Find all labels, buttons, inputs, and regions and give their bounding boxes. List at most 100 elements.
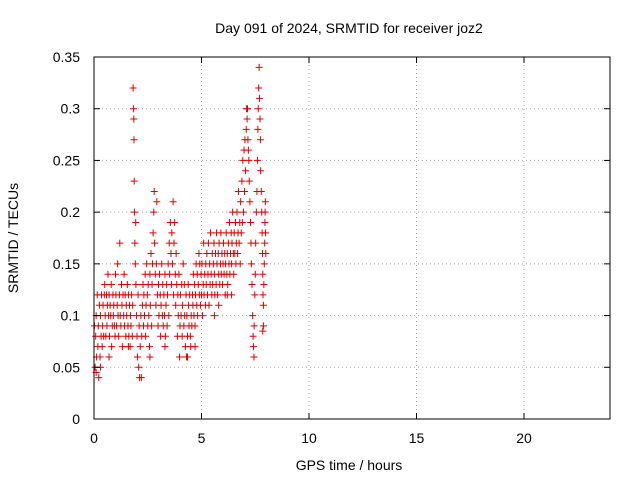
data-point	[251, 291, 259, 299]
data-point	[207, 229, 215, 237]
data-point	[199, 312, 207, 320]
data-point	[145, 312, 153, 320]
tick-marks	[93, 56, 610, 420]
data-point	[148, 322, 156, 330]
data-point	[245, 156, 253, 164]
data-points	[90, 63, 270, 382]
data-point	[238, 177, 246, 185]
chart-title: Day 091 of 2024, SRMTID for receiver joz…	[215, 20, 483, 36]
data-point	[234, 250, 242, 258]
data-point	[210, 312, 218, 320]
data-point	[242, 167, 250, 175]
x-tick-label: 10	[301, 430, 317, 446]
data-point	[150, 187, 158, 195]
data-point	[148, 281, 156, 289]
data-point	[98, 343, 106, 351]
data-point	[143, 291, 151, 299]
data-point	[165, 312, 173, 320]
y-tick-label: 0.35	[53, 49, 80, 65]
data-point	[168, 260, 176, 268]
y-tick-label: 0.2	[61, 204, 81, 220]
data-point	[114, 260, 122, 268]
data-point	[250, 322, 258, 330]
data-point	[172, 301, 180, 309]
data-point	[228, 291, 236, 299]
data-point	[253, 156, 261, 164]
data-point	[133, 353, 141, 361]
data-point	[252, 239, 260, 247]
data-point	[184, 281, 192, 289]
data-point	[195, 250, 203, 258]
data-point	[230, 270, 238, 278]
plot-frame	[93, 56, 611, 420]
data-point	[259, 291, 267, 299]
data-point	[259, 270, 267, 278]
data-point	[161, 332, 169, 340]
data-point	[234, 187, 242, 195]
grid-lines	[94, 57, 610, 419]
data-point	[244, 105, 252, 113]
data-point	[105, 353, 113, 361]
data-point	[225, 218, 233, 226]
data-point	[108, 343, 116, 351]
data-point	[158, 260, 166, 268]
data-point	[130, 208, 138, 216]
data-point	[259, 327, 267, 335]
axes	[93, 56, 611, 420]
data-point	[191, 343, 199, 351]
y-tick-label: 0.05	[53, 359, 80, 375]
data-point	[118, 343, 126, 351]
data-point	[214, 291, 222, 299]
data-point	[164, 291, 172, 299]
data-point	[171, 218, 179, 226]
x-tick-label: 5	[198, 430, 206, 446]
data-point	[130, 115, 138, 123]
data-point	[247, 260, 255, 268]
data-point	[104, 270, 112, 278]
data-point	[260, 260, 268, 268]
data-point	[170, 239, 178, 247]
data-point	[250, 343, 258, 351]
data-point	[259, 322, 267, 330]
data-point	[162, 301, 170, 309]
x-tick-label: 20	[516, 430, 532, 446]
data-point	[123, 281, 131, 289]
data-point	[249, 332, 257, 340]
data-point	[244, 136, 252, 144]
data-point	[233, 208, 241, 216]
data-point	[147, 250, 155, 258]
data-point	[191, 322, 199, 330]
data-point	[172, 250, 180, 258]
data-point	[242, 125, 250, 133]
data-point	[149, 229, 157, 237]
data-point	[169, 198, 177, 206]
data-point	[127, 322, 135, 330]
data-point	[260, 281, 268, 289]
data-point	[146, 353, 154, 361]
y-tick-label: 0	[72, 411, 80, 427]
data-point	[131, 239, 139, 247]
data-point	[237, 198, 245, 206]
data-point	[107, 281, 115, 289]
x-tick-label: 0	[90, 430, 98, 446]
y-tick-label: 0.3	[61, 101, 81, 117]
data-point	[153, 198, 161, 206]
data-point	[95, 374, 103, 382]
data-point	[239, 156, 247, 164]
y-tick-label: 0.25	[53, 152, 80, 168]
data-point	[255, 63, 263, 71]
x-tick-label: 15	[409, 430, 425, 446]
data-point	[256, 94, 264, 102]
data-point	[132, 218, 140, 226]
data-point	[261, 198, 269, 206]
data-point	[130, 177, 138, 185]
data-point	[257, 167, 265, 175]
data-point	[257, 187, 265, 195]
data-point	[255, 84, 263, 92]
data-point	[262, 250, 270, 258]
data-point	[135, 363, 143, 371]
data-point	[145, 343, 153, 351]
data-point	[176, 353, 184, 361]
